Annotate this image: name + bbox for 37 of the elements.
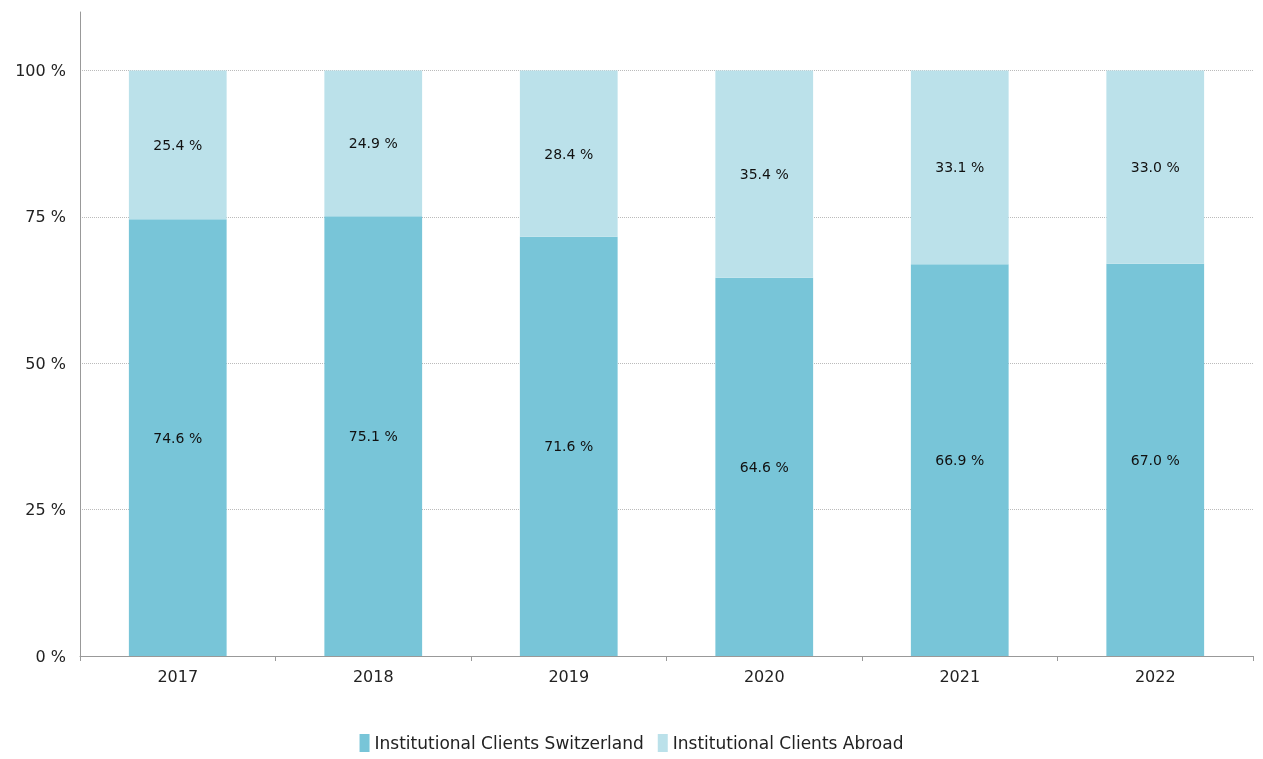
y-tick-label: 100 % [15, 61, 66, 81]
data-label: 24.9 % [348, 135, 398, 152]
data-label: 25.4 % [153, 136, 203, 153]
data-label: 74.6 % [153, 429, 203, 446]
data-label: 33.0 % [1130, 159, 1180, 176]
y-tick-label: 25 % [25, 500, 66, 520]
x-tick-label: 2017 [157, 666, 199, 686]
x-tick-label: 2022 [1134, 666, 1176, 686]
bar [715, 277, 814, 656]
bar [910, 70, 1009, 265]
data-label: 75.1 % [348, 428, 398, 445]
legend-label: Institutional Clients Switzerland [374, 733, 644, 753]
bar [128, 70, 227, 220]
bar [1106, 70, 1205, 264]
bar [128, 219, 227, 656]
bar [519, 70, 618, 237]
legend-label: Institutional Clients Abroad [672, 733, 904, 753]
data-label: 71.6 % [544, 438, 594, 455]
bar [324, 216, 423, 656]
data-label: 28.4 % [544, 145, 594, 162]
bar [1106, 263, 1205, 656]
x-tick-label: 2021 [939, 666, 981, 686]
data-label: 35.4 % [739, 166, 789, 183]
bar [910, 264, 1009, 656]
data-label: 64.6 % [739, 458, 789, 475]
data-label: 66.9 % [935, 452, 985, 469]
x-tick-label: 2019 [548, 666, 590, 686]
y-tick-label: 75 % [25, 207, 66, 227]
data-label: 67.0 % [1130, 451, 1180, 468]
bar [715, 70, 814, 278]
bar [324, 70, 423, 217]
x-tick-label: 2018 [352, 666, 394, 686]
y-tick-label: 0 % [35, 646, 66, 666]
x-tick-label: 2020 [743, 666, 785, 686]
bar [519, 236, 618, 656]
data-label: 33.1 % [935, 159, 985, 176]
y-tick-label: 50 % [25, 353, 66, 373]
